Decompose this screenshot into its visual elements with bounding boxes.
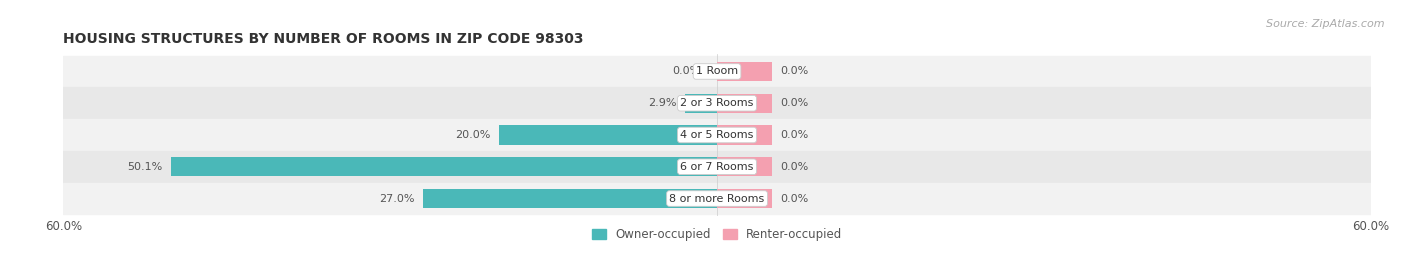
Bar bbox=[717, 126, 772, 144]
Text: 0.0%: 0.0% bbox=[780, 130, 808, 140]
Bar bbox=[423, 189, 717, 208]
Text: 0.0%: 0.0% bbox=[780, 194, 808, 204]
Text: 2 or 3 Rooms: 2 or 3 Rooms bbox=[681, 98, 754, 108]
Bar bbox=[717, 62, 772, 81]
Text: 20.0%: 20.0% bbox=[456, 130, 491, 140]
Bar bbox=[499, 126, 717, 144]
Bar bbox=[63, 87, 1371, 119]
Bar bbox=[63, 183, 1371, 214]
Text: 0.0%: 0.0% bbox=[780, 162, 808, 172]
Bar bbox=[63, 151, 1371, 183]
Bar bbox=[63, 119, 1371, 151]
Text: 6 or 7 Rooms: 6 or 7 Rooms bbox=[681, 162, 754, 172]
Text: 1 Room: 1 Room bbox=[696, 66, 738, 76]
Text: 27.0%: 27.0% bbox=[378, 194, 415, 204]
Text: 0.0%: 0.0% bbox=[780, 98, 808, 108]
Legend: Owner-occupied, Renter-occupied: Owner-occupied, Renter-occupied bbox=[586, 223, 848, 246]
Bar bbox=[686, 94, 717, 113]
Text: 2.9%: 2.9% bbox=[648, 98, 676, 108]
Text: 0.0%: 0.0% bbox=[672, 66, 700, 76]
Bar bbox=[63, 56, 1371, 87]
Text: 4 or 5 Rooms: 4 or 5 Rooms bbox=[681, 130, 754, 140]
Bar bbox=[717, 94, 772, 113]
Bar bbox=[717, 157, 772, 176]
Text: 50.1%: 50.1% bbox=[127, 162, 163, 172]
Text: 0.0%: 0.0% bbox=[780, 66, 808, 76]
Bar bbox=[717, 189, 772, 208]
Text: 8 or more Rooms: 8 or more Rooms bbox=[669, 194, 765, 204]
Bar bbox=[172, 157, 717, 176]
Text: Source: ZipAtlas.com: Source: ZipAtlas.com bbox=[1267, 19, 1385, 29]
Text: HOUSING STRUCTURES BY NUMBER OF ROOMS IN ZIP CODE 98303: HOUSING STRUCTURES BY NUMBER OF ROOMS IN… bbox=[63, 32, 583, 46]
